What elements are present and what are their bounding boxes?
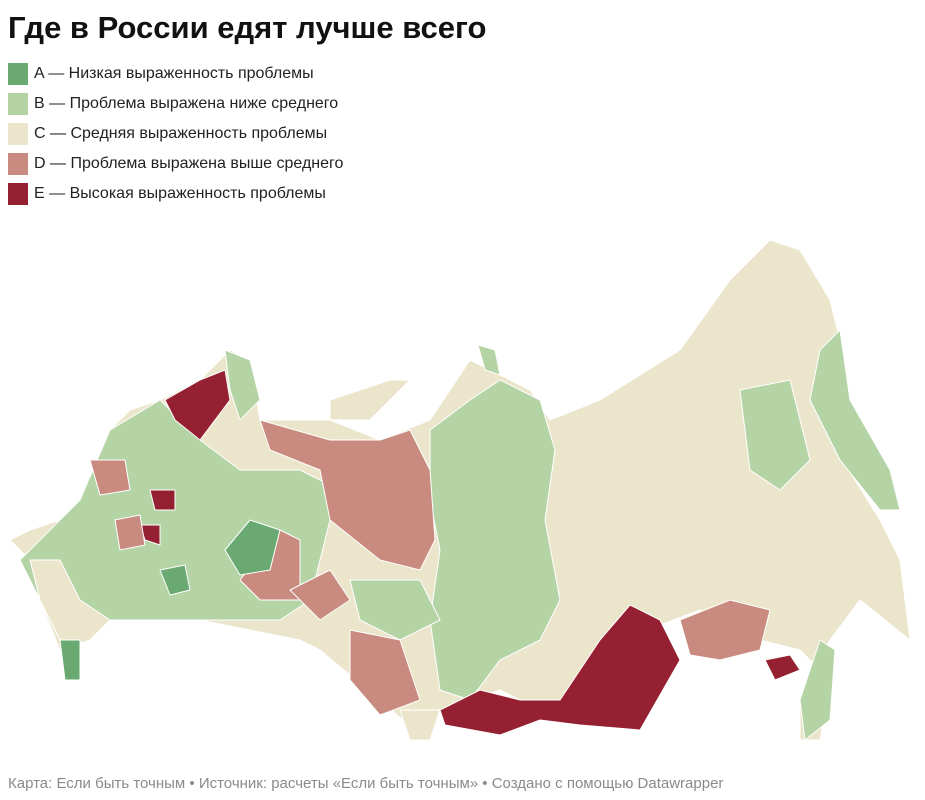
legend: A — Низкая выраженность проблемы B — Проб… [8,63,344,205]
legend-swatch [8,93,28,115]
legend-swatch [8,183,28,205]
region [59,639,81,681]
title: Где в России едят лучше всего [8,10,486,45]
region [224,519,281,576]
legend-swatch [8,153,28,175]
region [329,379,411,421]
region [159,564,191,596]
legend-label: A — Низкая выраженность проблемы [34,65,314,82]
region [114,514,146,551]
legend-swatch [8,63,28,85]
region [289,569,351,621]
region [224,349,261,421]
region [739,379,811,491]
region [164,369,231,441]
region [764,654,801,681]
legend-swatch [8,123,28,145]
legend-label: E — Высокая выраженность проблемы [34,185,326,202]
region [259,419,436,571]
region [89,459,131,496]
region [809,329,901,511]
legend-label: B — Проблема выражена ниже среднего [34,95,338,112]
region [349,629,421,716]
region [679,599,771,661]
legend-label: C — Средняя выраженность проблемы [34,125,327,142]
legend-label: D — Проблема выражена выше среднего [34,155,344,172]
map [9,239,911,741]
footer: Карта: Если быть точным • Источник: расч… [8,775,723,792]
region [799,639,836,741]
region [399,709,441,741]
region [149,489,176,511]
region [349,579,441,641]
region [439,604,681,736]
region [477,344,501,376]
region [429,379,561,701]
